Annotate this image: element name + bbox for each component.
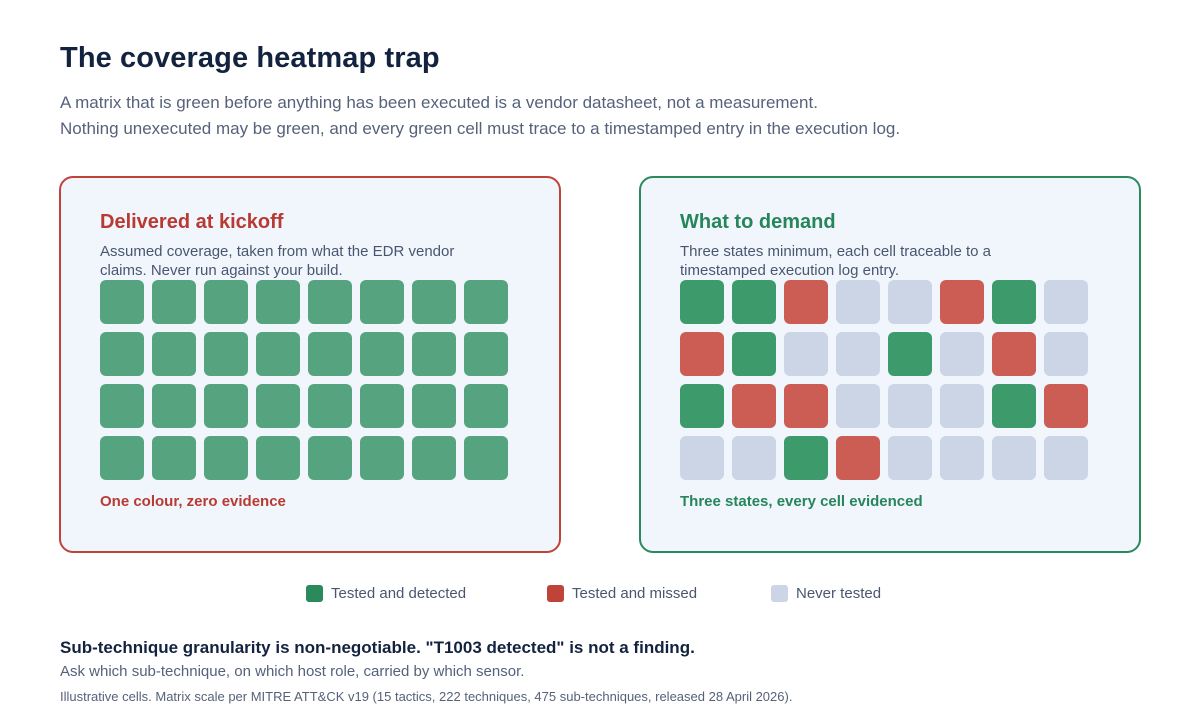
cell-assumed — [412, 436, 456, 480]
cell-missed — [836, 436, 880, 480]
cell-assumed — [256, 332, 300, 376]
legend-swatch-missed — [547, 585, 564, 602]
cell-assumed — [412, 280, 456, 324]
cell-never-tested — [992, 436, 1036, 480]
cell-assumed — [152, 384, 196, 428]
cell-assumed — [204, 332, 248, 376]
legend-label-missed: Tested and missed — [572, 585, 698, 602]
cell-never-tested — [836, 280, 880, 324]
cell-assumed — [360, 384, 404, 428]
cell-missed — [732, 384, 776, 428]
cell-assumed — [360, 280, 404, 324]
cell-assumed — [152, 436, 196, 480]
cell-never-tested — [1044, 332, 1088, 376]
cell-detected — [732, 280, 776, 324]
cell-assumed — [152, 332, 196, 376]
cell-assumed — [100, 280, 144, 324]
cell-assumed — [308, 436, 352, 480]
kickoff-panel-title: Delivered at kickoff — [100, 211, 284, 233]
cell-assumed — [464, 436, 508, 480]
cell-never-tested — [836, 332, 880, 376]
cell-assumed — [100, 332, 144, 376]
cell-assumed — [412, 332, 456, 376]
cell-never-tested — [888, 280, 932, 324]
cell-assumed — [256, 280, 300, 324]
cell-assumed — [256, 384, 300, 428]
page-title: The coverage heatmap trap — [60, 42, 440, 74]
granularity-subnote: Ask which sub-technique, on which host r… — [60, 663, 525, 680]
source-footnote: Illustrative cells. Matrix scale per MIT… — [60, 689, 793, 704]
cell-assumed — [308, 280, 352, 324]
legend-label-detected: Tested and detected — [331, 585, 467, 602]
cell-never-tested — [680, 436, 724, 480]
subtitle-line-2: Nothing unexecuted may be green, and eve… — [60, 119, 901, 138]
cell-never-tested — [1044, 436, 1088, 480]
cell-never-tested — [1044, 280, 1088, 324]
cell-never-tested — [836, 384, 880, 428]
demand-coverage-grid — [680, 280, 1088, 480]
cell-assumed — [464, 280, 508, 324]
cell-assumed — [100, 436, 144, 480]
cell-detected — [784, 436, 828, 480]
cell-missed — [940, 280, 984, 324]
cell-detected — [992, 384, 1036, 428]
cell-never-tested — [940, 332, 984, 376]
cell-assumed — [204, 280, 248, 324]
cell-assumed — [204, 384, 248, 428]
kickoff-panel-description: Assumed coverage, taken from what the ED… — [100, 243, 455, 279]
cell-missed — [680, 332, 724, 376]
cell-assumed — [360, 436, 404, 480]
cell-missed — [784, 280, 828, 324]
granularity-note: Sub-technique granularity is non-negotia… — [60, 638, 695, 657]
cell-never-tested — [888, 436, 932, 480]
cell-missed — [1044, 384, 1088, 428]
legend-swatch-detected — [306, 585, 323, 602]
cell-detected — [992, 280, 1036, 324]
legend-swatch-never — [771, 585, 788, 602]
cell-detected — [680, 280, 724, 324]
cell-assumed — [308, 332, 352, 376]
legend-item-missed: Tested and missed — [547, 585, 697, 602]
demand-panel-footer: Three states, every cell evidenced — [680, 493, 923, 510]
demand-panel-description: Three states minimum, each cell traceabl… — [680, 243, 991, 279]
cell-assumed — [464, 384, 508, 428]
cell-assumed — [360, 332, 404, 376]
cell-never-tested — [940, 384, 984, 428]
cell-never-tested — [732, 436, 776, 480]
cell-missed — [992, 332, 1036, 376]
cell-assumed — [100, 384, 144, 428]
cell-never-tested — [940, 436, 984, 480]
kickoff-coverage-grid — [100, 280, 508, 480]
cell-assumed — [412, 384, 456, 428]
cell-assumed — [464, 332, 508, 376]
cell-assumed — [152, 280, 196, 324]
cell-assumed — [256, 436, 300, 480]
cell-assumed — [204, 436, 248, 480]
subtitle-line-1: A matrix that is green before anything h… — [60, 93, 818, 112]
cell-missed — [784, 384, 828, 428]
kickoff-panel: Delivered at kickoff Assumed coverage, t… — [59, 176, 561, 553]
legend-item-detected: Tested and detected — [306, 585, 466, 602]
cell-detected — [680, 384, 724, 428]
demand-panel-title: What to demand — [680, 211, 836, 233]
cell-never-tested — [784, 332, 828, 376]
cell-detected — [732, 332, 776, 376]
legend-item-never: Never tested — [771, 585, 881, 602]
cell-assumed — [308, 384, 352, 428]
kickoff-panel-footer: One colour, zero evidence — [100, 493, 286, 510]
demand-panel: What to demand Three states minimum, eac… — [639, 176, 1141, 553]
cell-detected — [888, 332, 932, 376]
cell-never-tested — [888, 384, 932, 428]
legend-label-never: Never tested — [796, 585, 882, 602]
